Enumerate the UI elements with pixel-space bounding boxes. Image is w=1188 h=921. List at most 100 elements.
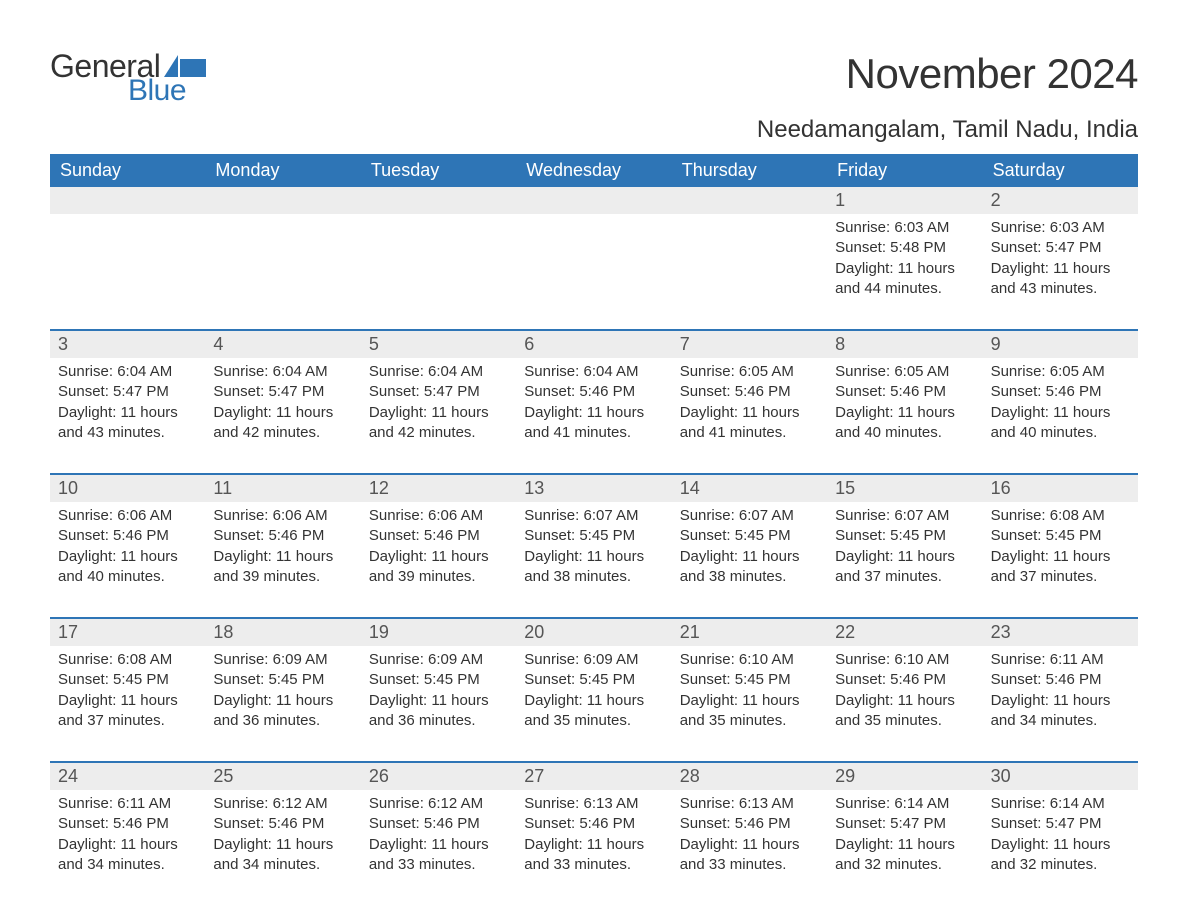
day-cell: Sunrise: 6:04 AMSunset: 5:47 PMDaylight:… xyxy=(205,358,360,473)
sunset-text: Sunset: 5:46 PM xyxy=(213,814,352,834)
daylight-text: Daylight: 11 hours and 33 minutes. xyxy=(680,835,819,876)
sunrise-text: Sunrise: 6:05 AM xyxy=(680,362,819,382)
sunrise-text: Sunrise: 6:07 AM xyxy=(680,506,819,526)
day-cell: Sunrise: 6:05 AMSunset: 5:46 PMDaylight:… xyxy=(672,358,827,473)
sunset-text: Sunset: 5:45 PM xyxy=(58,670,197,690)
day-number: 24 xyxy=(50,763,205,790)
sunrise-text: Sunrise: 6:03 AM xyxy=(835,218,974,238)
logo-text-bottom: Blue xyxy=(128,76,206,106)
sunrise-text: Sunrise: 6:08 AM xyxy=(991,506,1130,526)
day-number: 6 xyxy=(516,331,671,358)
sunset-text: Sunset: 5:46 PM xyxy=(991,670,1130,690)
sunrise-text: Sunrise: 6:14 AM xyxy=(835,794,974,814)
day-header: Monday xyxy=(205,154,360,187)
day-cell: Sunrise: 6:07 AMSunset: 5:45 PMDaylight:… xyxy=(827,502,982,617)
sunrise-text: Sunrise: 6:04 AM xyxy=(369,362,508,382)
day-details-row: Sunrise: 6:03 AMSunset: 5:48 PM Daylight:… xyxy=(50,214,1138,329)
daylight-text: Daylight: 11 hours and 33 minutes. xyxy=(524,835,663,876)
sunrise-text: Sunrise: 6:06 AM xyxy=(369,506,508,526)
day-cell xyxy=(205,214,360,329)
sunset-text: Sunset: 5:47 PM xyxy=(835,814,974,834)
day-number: 29 xyxy=(827,763,982,790)
daylight-text: Daylight: 11 hours and 42 minutes. xyxy=(369,403,508,444)
daylight-text: Daylight: 11 hours and 32 minutes. xyxy=(835,835,974,876)
sunrise-text: Sunrise: 6:12 AM xyxy=(369,794,508,814)
day-cell: Sunrise: 6:05 AMSunset: 5:46 PMDaylight:… xyxy=(983,358,1138,473)
daylight-text: Daylight: 11 hours and 32 minutes. xyxy=(991,835,1130,876)
day-details-row: Sunrise: 6:11 AMSunset: 5:46 PMDaylight:… xyxy=(50,790,1138,881)
day-cell: Sunrise: 6:08 AMSunset: 5:45 PMDaylight:… xyxy=(50,646,205,761)
day-cell: Sunrise: 6:09 AMSunset: 5:45 PMDaylight:… xyxy=(516,646,671,761)
sunset-text: Sunset: 5:45 PM xyxy=(369,670,508,690)
title-block: November 2024 Needamangalam, Tamil Nadu,… xyxy=(757,50,1138,144)
day-number: 17 xyxy=(50,619,205,646)
day-number: 2 xyxy=(983,187,1138,214)
day-cell: Sunrise: 6:04 AMSunset: 5:47 PMDaylight:… xyxy=(361,358,516,473)
day-cell: Sunrise: 6:05 AMSunset: 5:46 PMDaylight:… xyxy=(827,358,982,473)
day-cell xyxy=(672,214,827,329)
day-cell xyxy=(361,214,516,329)
day-number: 15 xyxy=(827,475,982,502)
day-number: 28 xyxy=(672,763,827,790)
day-details-row: Sunrise: 6:06 AMSunset: 5:46 PMDaylight:… xyxy=(50,502,1138,617)
day-number-row: 10111213141516 xyxy=(50,475,1138,502)
sunrise-text: Sunrise: 6:11 AM xyxy=(58,794,197,814)
day-details-row: Sunrise: 6:04 AMSunset: 5:47 PMDaylight:… xyxy=(50,358,1138,473)
day-header: Saturday xyxy=(983,154,1138,187)
day-number-row: 3456789 xyxy=(50,331,1138,358)
sunrise-text: Sunrise: 6:05 AM xyxy=(991,362,1130,382)
sunset-text: Sunset: 5:45 PM xyxy=(524,526,663,546)
day-number: 13 xyxy=(516,475,671,502)
day-cell xyxy=(50,214,205,329)
sunrise-text: Sunrise: 6:13 AM xyxy=(680,794,819,814)
day-cell: Sunrise: 6:07 AMSunset: 5:45 PMDaylight:… xyxy=(672,502,827,617)
day-cell: Sunrise: 6:12 AMSunset: 5:46 PMDaylight:… xyxy=(205,790,360,881)
sunset-text: Sunset: 5:48 PM xyxy=(835,238,974,258)
sunset-text: Sunset: 5:45 PM xyxy=(835,526,974,546)
sunrise-text: Sunrise: 6:06 AM xyxy=(213,506,352,526)
calendar-header-row: Sunday Monday Tuesday Wednesday Thursday… xyxy=(50,154,1138,187)
day-number: 3 xyxy=(50,331,205,358)
day-details-row: Sunrise: 6:08 AMSunset: 5:45 PMDaylight:… xyxy=(50,646,1138,761)
day-number: 9 xyxy=(983,331,1138,358)
sunrise-text: Sunrise: 6:04 AM xyxy=(524,362,663,382)
day-number: 5 xyxy=(361,331,516,358)
day-cell: Sunrise: 6:13 AMSunset: 5:46 PMDaylight:… xyxy=(672,790,827,881)
daylight-text: Daylight: 11 hours and 38 minutes. xyxy=(524,547,663,588)
sunrise-text: Sunrise: 6:07 AM xyxy=(524,506,663,526)
daylight-text: Daylight: 11 hours and 43 minutes. xyxy=(58,403,197,444)
sunrise-text: Sunrise: 6:05 AM xyxy=(835,362,974,382)
calendar-week: 3456789Sunrise: 6:04 AMSunset: 5:47 PMDa… xyxy=(50,329,1138,473)
sunset-text: Sunset: 5:46 PM xyxy=(524,382,663,402)
day-number xyxy=(205,187,360,214)
sunset-text: Sunset: 5:47 PM xyxy=(58,382,197,402)
daylight-text: Daylight: 11 hours and 37 minutes. xyxy=(58,691,197,732)
day-number: 25 xyxy=(205,763,360,790)
sunset-text: Sunset: 5:46 PM xyxy=(680,382,819,402)
sunset-text: Sunset: 5:46 PM xyxy=(58,814,197,834)
daylight-text: Daylight: 11 hours and 40 minutes. xyxy=(991,403,1130,444)
day-number xyxy=(516,187,671,214)
month-title: November 2024 xyxy=(757,50,1138,98)
day-cell: Sunrise: 6:07 AMSunset: 5:45 PMDaylight:… xyxy=(516,502,671,617)
sunset-text: Sunset: 5:45 PM xyxy=(680,670,819,690)
daylight-text: Daylight: 11 hours and 39 minutes. xyxy=(213,547,352,588)
day-cell: Sunrise: 6:04 AMSunset: 5:47 PMDaylight:… xyxy=(50,358,205,473)
daylight-text: Daylight: 11 hours and 43 minutes. xyxy=(991,259,1130,300)
day-number: 4 xyxy=(205,331,360,358)
page-header: General Blue November 2024 Needamangalam… xyxy=(50,50,1138,144)
sunrise-text: Sunrise: 6:04 AM xyxy=(58,362,197,382)
sunrise-text: Sunrise: 6:13 AM xyxy=(524,794,663,814)
daylight-text: Daylight: 11 hours and 41 minutes. xyxy=(524,403,663,444)
day-number: 8 xyxy=(827,331,982,358)
daylight-text: Daylight: 11 hours and 37 minutes. xyxy=(835,547,974,588)
daylight-text: Daylight: 11 hours and 36 minutes. xyxy=(213,691,352,732)
sunset-text: Sunset: 5:46 PM xyxy=(369,814,508,834)
daylight-text: Daylight: 11 hours and 35 minutes. xyxy=(835,691,974,732)
day-number-row: 12 xyxy=(50,187,1138,214)
sunset-text: Sunset: 5:47 PM xyxy=(991,238,1130,258)
day-cell: Sunrise: 6:11 AMSunset: 5:46 PMDaylight:… xyxy=(983,646,1138,761)
sunrise-text: Sunrise: 6:14 AM xyxy=(991,794,1130,814)
day-cell: Sunrise: 6:12 AMSunset: 5:46 PMDaylight:… xyxy=(361,790,516,881)
sunrise-text: Sunrise: 6:10 AM xyxy=(835,650,974,670)
